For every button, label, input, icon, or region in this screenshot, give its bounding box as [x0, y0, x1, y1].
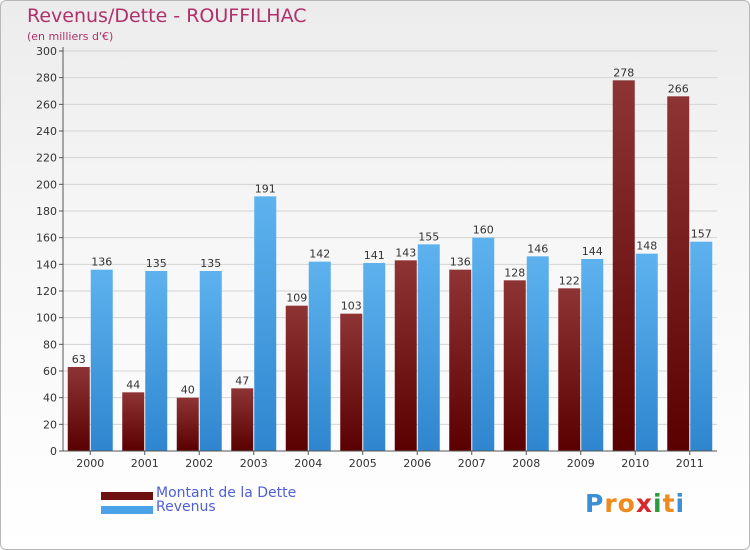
y-tick-label: 80: [43, 338, 57, 351]
bar-revenus: [472, 237, 495, 451]
data-label-revenus: 146: [527, 242, 548, 255]
data-label-dette: 47: [235, 374, 249, 387]
x-tick-label: 2006: [403, 457, 431, 470]
bar-revenus: [145, 271, 168, 451]
bar-dette: [612, 80, 635, 451]
x-tick-label: 2007: [458, 457, 486, 470]
data-label-dette: 143: [395, 246, 416, 259]
y-tick-label: 20: [43, 418, 57, 431]
legend-label-dette: Montant de la Dette: [156, 485, 297, 501]
data-label-revenus: 148: [636, 240, 657, 253]
bar-revenus: [90, 269, 113, 451]
data-label-dette: 266: [668, 82, 689, 95]
bar-dette: [67, 367, 90, 451]
y-tick-label: 220: [36, 152, 57, 165]
bar-revenus: [581, 259, 604, 451]
data-label-revenus: 157: [691, 228, 712, 241]
bar-revenus: [308, 261, 331, 451]
legend-swatch-dette: [101, 492, 153, 500]
data-label-revenus: 155: [418, 230, 439, 243]
y-tick-label: 60: [43, 365, 57, 378]
y-tick-label: 120: [36, 285, 57, 298]
logo-letter: t: [662, 489, 676, 518]
data-label-dette: 103: [341, 300, 362, 313]
bar-dette: [340, 313, 363, 451]
data-label-revenus: 191: [255, 182, 276, 195]
bar-revenus: [526, 256, 549, 451]
bar-dette: [176, 397, 199, 451]
x-tick-label: 2000: [76, 457, 104, 470]
x-tick-label: 2008: [512, 457, 540, 470]
data-label-dette: 63: [72, 353, 86, 366]
y-tick-label: 240: [36, 125, 57, 138]
y-tick-label: 0: [50, 445, 57, 458]
data-label-dette: 278: [613, 66, 634, 79]
data-label-dette: 128: [504, 266, 525, 279]
data-label-revenus: 136: [91, 256, 112, 269]
bar-dette: [394, 260, 417, 451]
data-label-dette: 122: [559, 274, 580, 287]
bar-dette: [558, 288, 581, 451]
x-tick-label: 2011: [676, 457, 704, 470]
bar-revenus: [199, 271, 222, 451]
y-tick-label: 100: [36, 312, 57, 325]
bar-dette: [285, 305, 308, 451]
y-tick-label: 180: [36, 205, 57, 218]
bar-dette: [667, 96, 690, 451]
logo-letter: x: [635, 489, 653, 518]
y-tick-label: 200: [36, 178, 57, 191]
x-tick-label: 2001: [131, 457, 159, 470]
bar-revenus: [363, 263, 386, 451]
data-label-revenus: 160: [473, 224, 494, 237]
y-tick-label: 280: [36, 72, 57, 85]
legend-swatch-revenus: [101, 506, 153, 514]
y-tick-label: 40: [43, 392, 57, 405]
y-tick-label: 140: [36, 258, 57, 271]
chart-subtitle: (en milliers d'€): [27, 30, 114, 43]
bar-revenus: [635, 253, 658, 451]
data-label-revenus: 135: [146, 257, 167, 270]
data-label-revenus: 141: [364, 249, 385, 262]
bar-dette: [449, 269, 472, 451]
logo-letter: i: [653, 489, 663, 518]
x-tick-label: 2009: [567, 457, 595, 470]
chart-title: Revenus/Dette - ROUFFILHAC: [27, 5, 307, 27]
x-tick-label: 2005: [349, 457, 377, 470]
proxiti-logo: Proxiti: [585, 489, 685, 518]
logo-letter: o: [617, 489, 636, 518]
logo-letter: r: [604, 489, 618, 518]
bar-chart: 0 20 40 60 80 100 120 140 160 180 200 220 240 260 280 3…: [36, 45, 717, 470]
bar-dette: [231, 388, 254, 451]
data-label-revenus: 144: [582, 245, 603, 258]
logo-letter: P: [585, 489, 605, 518]
bar-dette: [122, 392, 145, 451]
data-label-dette: 40: [181, 384, 195, 397]
x-tick-label: 2003: [240, 457, 268, 470]
y-tick-label: 300: [36, 45, 57, 58]
bar-revenus: [254, 196, 277, 451]
data-label-dette: 109: [286, 292, 307, 305]
bar-revenus: [417, 244, 440, 451]
y-tick-label: 160: [36, 232, 57, 245]
y-tick-label: 260: [36, 98, 57, 111]
data-label-dette: 136: [450, 256, 471, 269]
x-tick-label: 2004: [294, 457, 322, 470]
bar-revenus: [690, 241, 713, 451]
data-label-dette: 44: [126, 378, 140, 391]
data-label-revenus: 142: [309, 248, 330, 261]
logo-letter: i: [675, 489, 686, 518]
x-tick-label: 2002: [185, 457, 213, 470]
bar-dette: [503, 280, 526, 451]
x-tick-label: 2010: [621, 457, 649, 470]
legend-label-revenus: Revenus: [156, 499, 216, 515]
data-label-revenus: 135: [200, 257, 221, 270]
